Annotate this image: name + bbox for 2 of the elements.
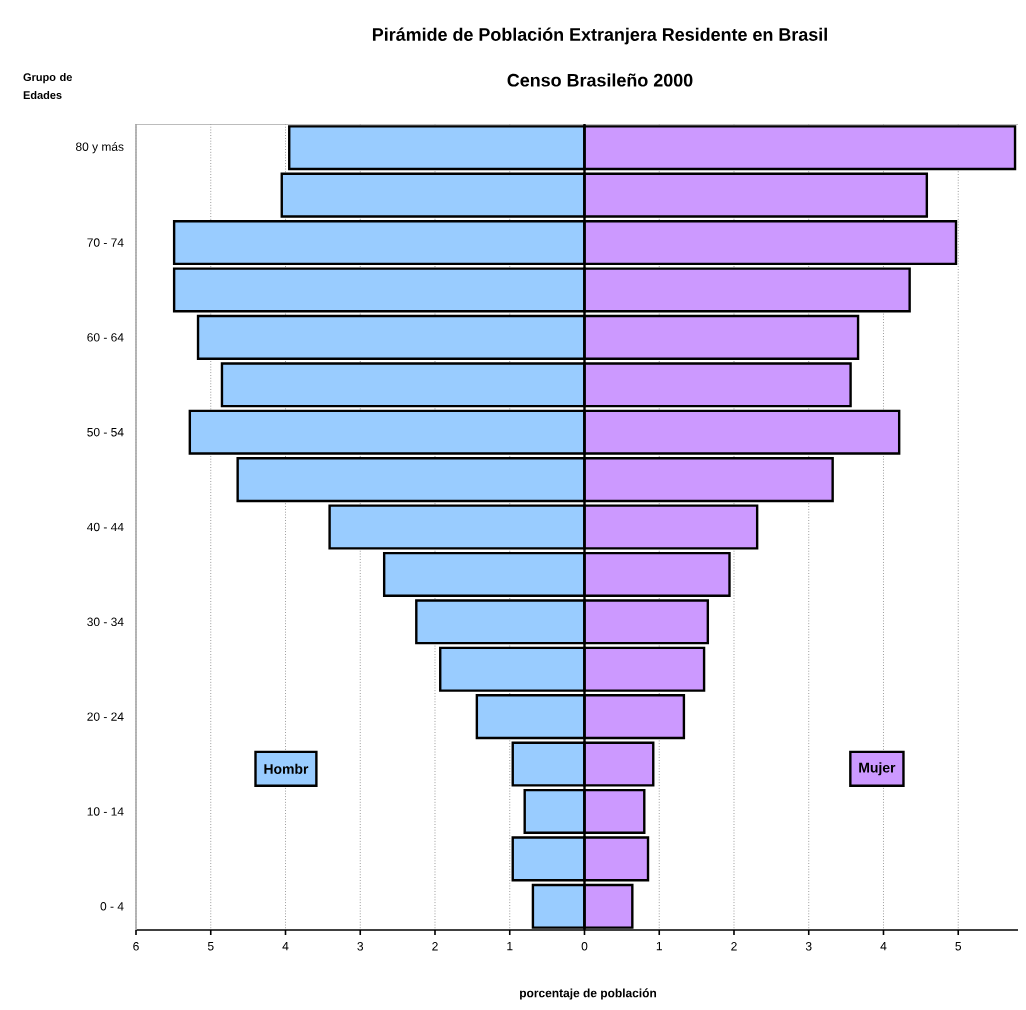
chart-subtitle: Censo Brasileño 2000 [507,73,693,87]
chart-title: Pirámide de Población Extranjera Residente en Brasil [372,27,827,45]
